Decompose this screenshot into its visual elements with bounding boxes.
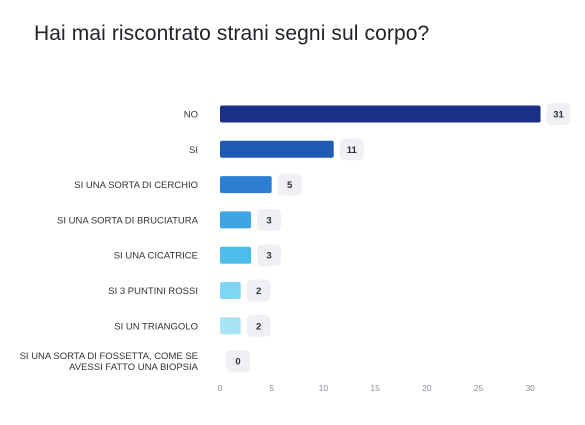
category-label: NO bbox=[184, 110, 198, 121]
data-label: 3 bbox=[266, 215, 271, 226]
x-tick-label: 0 bbox=[218, 383, 223, 393]
data-label: 11 bbox=[347, 145, 358, 156]
category-label: SI UNA CICATRICE bbox=[114, 251, 198, 262]
data-label: 3 bbox=[266, 251, 271, 262]
value-badge bbox=[246, 279, 271, 302]
value-badge bbox=[257, 208, 282, 231]
category-label: AVESSI FATTO UNA BIOPSIA bbox=[69, 362, 198, 373]
category-label: SI UN TRIANGOLO bbox=[114, 321, 198, 332]
x-tick-label: 30 bbox=[525, 383, 535, 393]
data-label: 31 bbox=[553, 110, 564, 121]
x-tick-label: 20 bbox=[422, 383, 432, 393]
value-badge bbox=[246, 314, 271, 337]
data-label: 5 bbox=[287, 180, 293, 191]
x-tick-label: 10 bbox=[319, 383, 329, 393]
bar bbox=[220, 282, 241, 299]
bar bbox=[220, 105, 541, 123]
x-tick-label: 25 bbox=[474, 383, 484, 393]
value-badge bbox=[339, 138, 364, 161]
value-badge bbox=[277, 173, 302, 196]
x-tick-label: 15 bbox=[370, 383, 380, 393]
data-label: 2 bbox=[256, 286, 261, 297]
value-badge bbox=[546, 103, 571, 125]
category-label: SI UNA SORTA DI BRUCIATURA bbox=[57, 215, 199, 226]
value-badge bbox=[257, 244, 282, 267]
x-tick-label: 5 bbox=[269, 383, 274, 393]
chart-title: Hai mai riscontrato strani segni sul cor… bbox=[34, 22, 430, 45]
data-label: 0 bbox=[235, 357, 240, 368]
data-label: 2 bbox=[256, 321, 261, 332]
category-label: SI UNA SORTA DI CERCHIO bbox=[74, 180, 198, 191]
category-label: SI bbox=[189, 145, 198, 156]
bar bbox=[220, 246, 252, 264]
category-label: SI 3 PUNTINI ROSSI bbox=[108, 286, 198, 297]
bar bbox=[220, 140, 334, 158]
bar bbox=[220, 317, 241, 335]
bar bbox=[220, 211, 252, 229]
category-label: SI UNA SORTA DI FOSSETTA, COME SE bbox=[20, 351, 198, 362]
bar bbox=[220, 176, 272, 194]
value-badge bbox=[226, 350, 250, 373]
